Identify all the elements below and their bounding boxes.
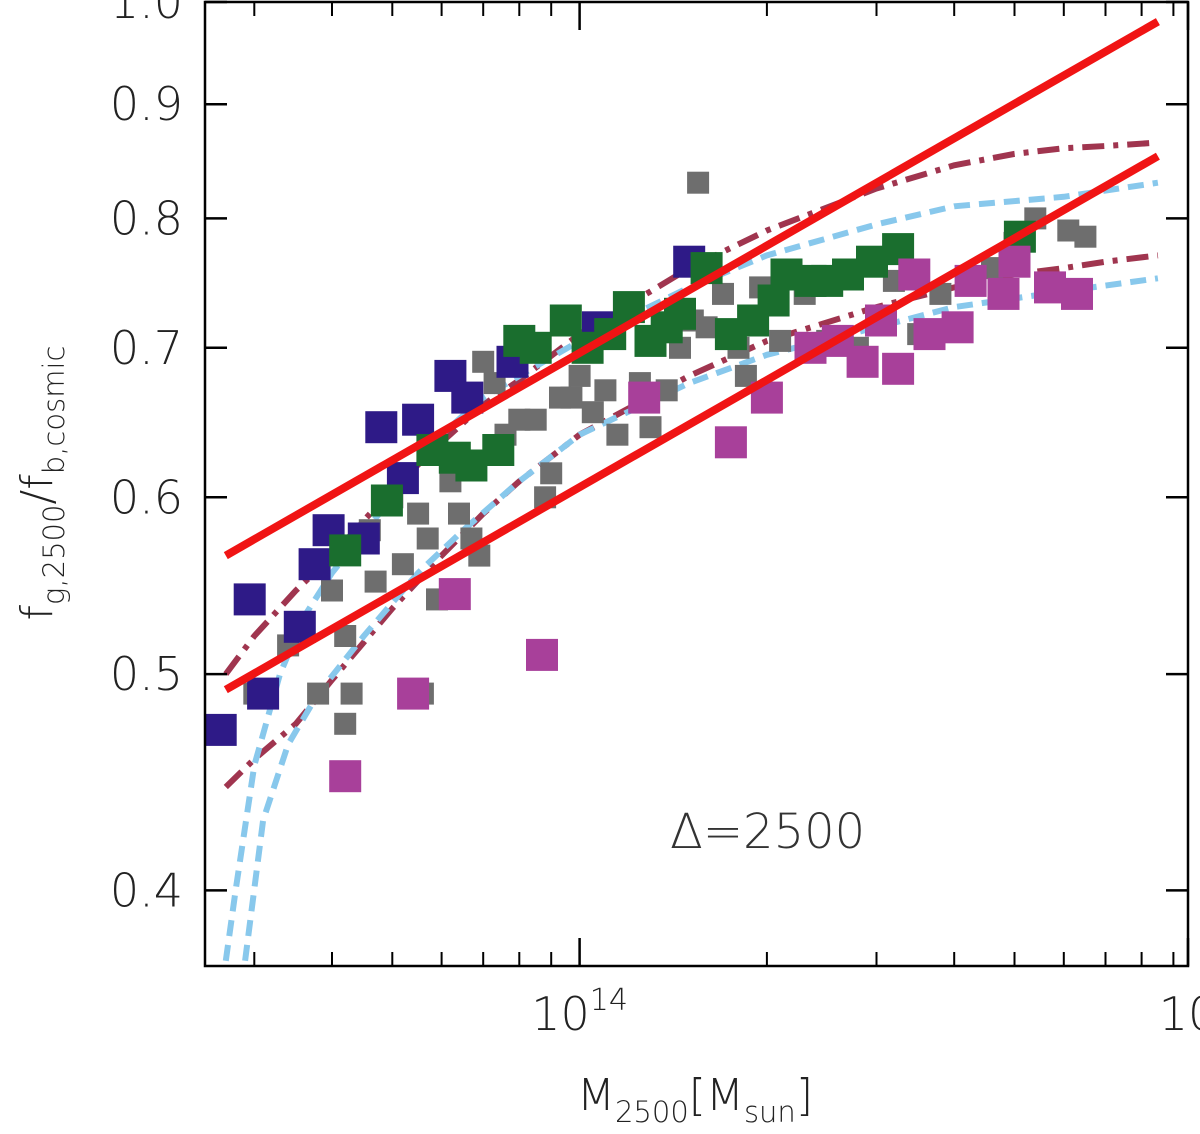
point-gray-sample-30 bbox=[594, 379, 617, 402]
point-green-sample-5 bbox=[482, 434, 515, 466]
point-gray-sample-56 bbox=[1074, 225, 1097, 248]
y-tick-label-0.8: 0.8 bbox=[110, 191, 183, 245]
point-magenta-sample-5 bbox=[714, 426, 747, 459]
point-gray-sample-16 bbox=[448, 502, 470, 525]
point-magenta-sample-4 bbox=[628, 381, 661, 414]
y-axis-title-main: f bbox=[12, 604, 63, 620]
x-axis-title-sub: 2500 bbox=[615, 1095, 689, 1129]
x-tick-labels: 1014 10 bbox=[531, 983, 1200, 1041]
point-gray-sample-37 bbox=[687, 171, 710, 194]
point-magenta-sample-13 bbox=[913, 318, 946, 351]
y-tick-label-0.4: 0.4 bbox=[110, 863, 183, 917]
point-gray-sample-43 bbox=[769, 329, 792, 352]
y-axis-title-sub2: b,cosmic bbox=[37, 346, 71, 475]
point-navy-sample-1 bbox=[233, 583, 266, 616]
point-gray-sample-6 bbox=[321, 579, 343, 602]
point-magenta-sample-16 bbox=[987, 277, 1020, 310]
x-axis-title-bracket-open: [M bbox=[689, 1070, 744, 1121]
point-navy-sample-2 bbox=[247, 677, 280, 710]
point-gray-sample-8 bbox=[364, 570, 387, 593]
x-axis-title-bracket-close: ] bbox=[796, 1070, 813, 1121]
fit-lines bbox=[223, 18, 1160, 694]
line-lower-red-fit bbox=[223, 152, 1160, 694]
point-gray-sample-23 bbox=[524, 408, 547, 431]
x-tick-label-0: 1014 bbox=[531, 983, 628, 1041]
point-navy-sample-9 bbox=[402, 403, 435, 436]
x-axis-title-main: M bbox=[577, 1070, 615, 1121]
x-axis-title-bracket-sub: sun bbox=[744, 1095, 796, 1129]
point-magenta-sample-11 bbox=[882, 352, 915, 385]
point-gray-sample-19 bbox=[472, 350, 495, 373]
y-axis-title-sub1: g,2500 bbox=[37, 505, 71, 605]
y-axis-title: fg,2500/fb,cosmic bbox=[12, 346, 71, 621]
point-gray-sample-4 bbox=[340, 682, 363, 705]
point-magenta-sample-0 bbox=[329, 760, 362, 793]
point-magenta-sample-19 bbox=[1061, 277, 1093, 310]
point-gray-sample-3 bbox=[334, 625, 357, 647]
plot-background bbox=[205, 0, 1188, 966]
point-navy-sample-4 bbox=[298, 548, 331, 581]
y-tick-label-0.7: 0.7 bbox=[110, 321, 183, 375]
point-green-sample-4 bbox=[455, 449, 488, 482]
point-gray-sample-10 bbox=[391, 553, 414, 576]
point-magenta-sample-18 bbox=[1034, 271, 1066, 304]
point-magenta-sample-3 bbox=[526, 638, 558, 671]
y-tick-labels: 0.4 0.5 0.6 0.7 0.8 0.9 1.0 bbox=[110, 0, 183, 917]
point-gray-sample-34 bbox=[655, 379, 678, 402]
delta-annotation: Δ=2500 bbox=[670, 804, 865, 860]
line-upper-red-fit bbox=[223, 18, 1160, 560]
x-tick-label-1: 10 bbox=[1159, 987, 1200, 1041]
point-gray-sample-12 bbox=[416, 527, 439, 550]
point-gray-sample-55 bbox=[1057, 219, 1080, 242]
point-gray-sample-25 bbox=[540, 462, 563, 485]
y-tick-label-1.0: 1.0 bbox=[110, 0, 183, 29]
y-axis-title-slash: /f bbox=[12, 474, 63, 505]
point-green-sample-7 bbox=[519, 331, 552, 364]
plot-frame bbox=[203, 0, 1190, 968]
point-navy-sample-0 bbox=[204, 713, 237, 746]
point-magenta-sample-2 bbox=[438, 578, 471, 611]
point-gray-sample-33 bbox=[639, 416, 662, 439]
data-points bbox=[204, 171, 1097, 793]
y-tick-label-0.5: 0.5 bbox=[110, 647, 183, 701]
point-green-sample-8 bbox=[549, 304, 582, 337]
point-gray-sample-39 bbox=[712, 282, 734, 305]
point-gray-sample-31 bbox=[606, 423, 629, 446]
x-axis-title: M2500[Msun] bbox=[577, 1070, 813, 1129]
point-gray-sample-29 bbox=[581, 401, 604, 424]
point-green-sample-0 bbox=[329, 534, 362, 567]
point-magenta-sample-17 bbox=[998, 245, 1031, 278]
point-navy-sample-7 bbox=[365, 411, 398, 444]
point-magenta-sample-1 bbox=[397, 677, 430, 710]
point-magenta-sample-9 bbox=[846, 345, 879, 378]
point-gray-sample-5 bbox=[334, 712, 357, 735]
axis-ticks bbox=[205, 0, 1190, 966]
point-gray-sample-11 bbox=[407, 502, 430, 525]
point-gray-sample-41 bbox=[734, 364, 757, 387]
point-gray-sample-28 bbox=[568, 364, 591, 387]
point-magenta-sample-14 bbox=[941, 311, 974, 344]
point-gray-sample-38 bbox=[695, 316, 718, 339]
point-green-sample-1 bbox=[370, 484, 403, 517]
y-tick-label-0.6: 0.6 bbox=[110, 470, 183, 524]
y-tick-label-0.9: 0.9 bbox=[110, 77, 183, 131]
point-gray-sample-27 bbox=[560, 386, 583, 409]
point-gray-sample-2 bbox=[307, 682, 330, 705]
